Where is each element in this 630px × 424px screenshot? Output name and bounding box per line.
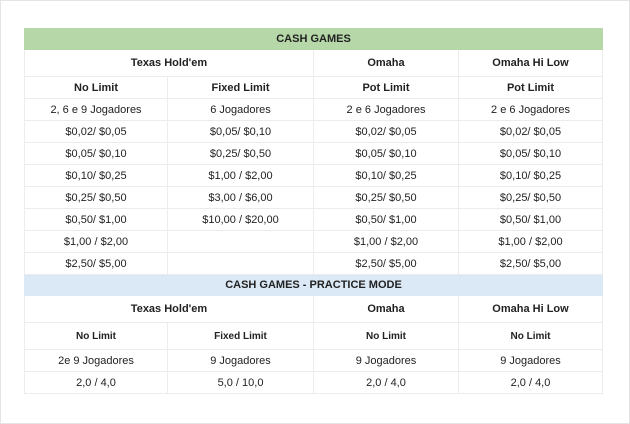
table-cell: $0,05/ $0,10 — [167, 120, 314, 143]
table-cell: $0,10/ $0,25 — [24, 164, 168, 187]
table-row: $0,50/ $1,00 $10,00 / $20,00 $0,50/ $1,00 $… — [24, 208, 603, 231]
table-cell: $0,25/ $0,50 — [24, 186, 168, 209]
limit-header: Fixed Limit — [167, 76, 314, 99]
table-row: $0,25/ $0,50 $3,00 / $6,00 $0,25/ $0,50 $0,… — [24, 186, 603, 209]
limit-header: No Limit — [24, 76, 168, 99]
table-row: CASH GAMES - PRACTICE MODE — [24, 274, 603, 296]
table-row: $2,50/ $5,00 $2,50/ $5,00 $2,50/ $5,00 — [24, 252, 603, 275]
game-header: Omaha Hi Low — [458, 49, 603, 77]
table-cell: $0,10/ $0,25 — [458, 164, 603, 187]
table-cell: $0,50/ $1,00 — [458, 208, 603, 231]
table-cell: $3,00 / $6,00 — [167, 186, 314, 209]
table-cell: 2,0 / 4,0 — [313, 371, 459, 394]
table-cell: $0,05/ $0,10 — [313, 142, 459, 165]
table-row: $0,05/ $0,10 $0,25/ $0,50 $0,05/ $0,10 $0,0… — [24, 142, 603, 165]
table-row: 2, 6 e 9 Jogadores 6 Jogadores 2 e 6 Jogad… — [24, 98, 603, 121]
section-title: CASH GAMES - PRACTICE MODE — [24, 274, 603, 296]
game-header: Texas Hold'em — [24, 295, 314, 323]
table-row: $0,02/ $0,05 $0,05/ $0,10 $0,02/ $0,05 $0,0… — [24, 120, 603, 143]
section-title: CASH GAMES — [24, 28, 603, 50]
table-cell: 2, 6 e 9 Jogadores — [24, 98, 168, 121]
table-cell: $2,50/ $5,00 — [458, 252, 603, 275]
table-cell: 2,0 / 4,0 — [24, 371, 168, 394]
table-row: Texas Hold'em Omaha Omaha Hi Low — [24, 49, 603, 77]
table-cell: 9 Jogadores — [458, 349, 603, 372]
table-cell: $0,02/ $0,05 — [313, 120, 459, 143]
table-cell: $0,02/ $0,05 — [24, 120, 168, 143]
limit-header: Fixed Limit — [167, 322, 314, 350]
limit-header: No Limit — [458, 322, 603, 350]
table-cell: $0,05/ $0,10 — [458, 142, 603, 165]
table-row: 2,0 / 4,0 5,0 / 10,0 2,0 / 4,0 2,0 / 4,0 — [24, 371, 603, 394]
table-row: CASH GAMES — [24, 28, 603, 50]
table-cell: $0,25/ $0,50 — [167, 142, 314, 165]
table-cell: 2 e 6 Jogadores — [458, 98, 603, 121]
table-cell — [167, 230, 314, 253]
cash-games-table: CASH GAMES Texas Hold'em Omaha Omaha Hi Low… — [24, 28, 603, 394]
table-cell: $0,02/ $0,05 — [458, 120, 603, 143]
table-cell: $1,00 / $2,00 — [313, 230, 459, 253]
table-cell: $0,25/ $0,50 — [458, 186, 603, 209]
table-cell: $0,10/ $0,25 — [313, 164, 459, 187]
table-cell: $0,25/ $0,50 — [313, 186, 459, 209]
table-row: 2e 9 Jogadores 9 Jogadores 9 Jogadores 9 Jo… — [24, 349, 603, 372]
game-header: Omaha Hi Low — [458, 295, 603, 323]
table-cell: $1,00 / $2,00 — [24, 230, 168, 253]
table-cell: 2e 9 Jogadores — [24, 349, 168, 372]
limit-header: No Limit — [24, 322, 168, 350]
limit-header: Pot Limit — [313, 76, 459, 99]
table-cell: 9 Jogadores — [167, 349, 314, 372]
table-row: No Limit Fixed Limit Pot Limit Pot Limit — [24, 76, 603, 99]
table-cell: $2,50/ $5,00 — [24, 252, 168, 275]
game-header: Texas Hold'em — [24, 49, 314, 77]
table-cell: $0,50/ $1,00 — [24, 208, 168, 231]
table-row: $0,10/ $0,25 $1,00 / $2,00 $0,10/ $0,25 $0,… — [24, 164, 603, 187]
table-cell: $0,05/ $0,10 — [24, 142, 168, 165]
table-cell: $1,00 / $2,00 — [458, 230, 603, 253]
game-header: Omaha — [313, 49, 459, 77]
table-cell: 2 e 6 Jogadores — [313, 98, 459, 121]
table-cell: $0,50/ $1,00 — [313, 208, 459, 231]
table-cell: 6 Jogadores — [167, 98, 314, 121]
table-row: Texas Hold'em Omaha Omaha Hi Low — [24, 295, 603, 323]
table-cell: $10,00 / $20,00 — [167, 208, 314, 231]
table-cell: 9 Jogadores — [313, 349, 459, 372]
table-row: No Limit Fixed Limit No Limit No Limit — [24, 322, 603, 350]
table-cell: 5,0 / 10,0 — [167, 371, 314, 394]
game-header: Omaha — [313, 295, 459, 323]
limit-header: Pot Limit — [458, 76, 603, 99]
table-cell — [167, 252, 314, 275]
table-cell: $2,50/ $5,00 — [313, 252, 459, 275]
table-cell: 2,0 / 4,0 — [458, 371, 603, 394]
table-row: $1,00 / $2,00 $1,00 / $2,00 $1,00 / $2,00 — [24, 230, 603, 253]
limit-header: No Limit — [313, 322, 459, 350]
table-cell: $1,00 / $2,00 — [167, 164, 314, 187]
